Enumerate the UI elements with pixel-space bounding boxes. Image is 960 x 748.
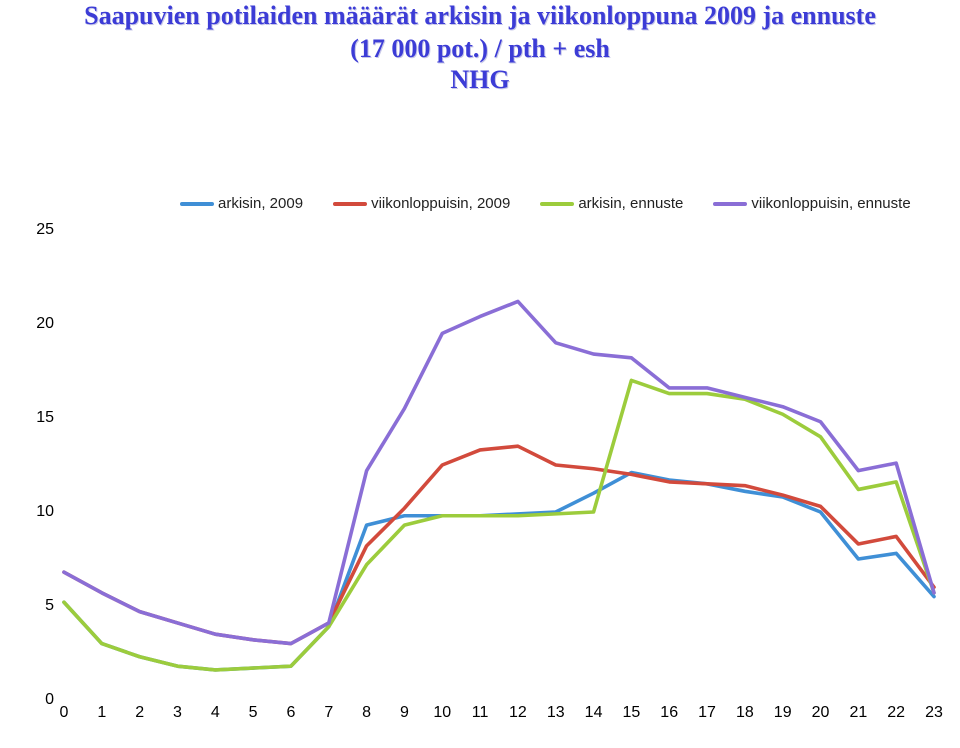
- x-tick: 1: [97, 704, 106, 722]
- x-tick: 22: [887, 704, 905, 722]
- x-tick: 2: [135, 704, 144, 722]
- x-tick: 13: [547, 704, 565, 722]
- series-line: [64, 301, 934, 643]
- legend-label-2: arkisin, ennuste: [578, 195, 683, 212]
- y-tick: 15: [36, 409, 54, 427]
- x-axis: 01234567891011121314151617181920212223: [64, 704, 934, 728]
- legend-swatch-1: [333, 202, 367, 206]
- title-block: Saapuvien potilaiden määärät arkisin ja …: [0, 0, 960, 95]
- x-tick: 23: [925, 704, 943, 722]
- y-tick: 25: [36, 221, 54, 239]
- title-line-2: (17 000 pot.) / pth + esh: [0, 33, 960, 66]
- title-line-1: Saapuvien potilaiden määärät arkisin ja …: [0, 0, 960, 33]
- legend-swatch-0: [180, 202, 214, 206]
- legend-item-3: viikonloppuisin, ennuste: [713, 195, 910, 212]
- x-tick: 19: [774, 704, 792, 722]
- title-line-3: NHG: [0, 65, 960, 95]
- x-tick: 18: [736, 704, 754, 722]
- x-tick: 17: [698, 704, 716, 722]
- x-tick: 5: [249, 704, 258, 722]
- x-tick: 12: [509, 704, 527, 722]
- x-tick: 14: [585, 704, 603, 722]
- x-tick: 9: [400, 704, 409, 722]
- legend-swatch-3: [713, 202, 747, 206]
- legend-label-3: viikonloppuisin, ennuste: [751, 195, 910, 212]
- x-tick: 10: [433, 704, 451, 722]
- legend: arkisin, 2009 viikonloppuisin, 2009 arki…: [180, 195, 900, 212]
- legend-item-2: arkisin, ennuste: [540, 195, 683, 212]
- y-axis: 0510152025: [20, 230, 60, 700]
- legend-swatch-2: [540, 202, 574, 206]
- x-tick: 20: [812, 704, 830, 722]
- page: Saapuvien potilaiden määärät arkisin ja …: [0, 0, 960, 748]
- legend-label-0: arkisin, 2009: [218, 195, 303, 212]
- y-tick: 20: [36, 315, 54, 333]
- x-tick: 0: [60, 704, 69, 722]
- series-line: [64, 446, 934, 643]
- x-tick: 15: [622, 704, 640, 722]
- x-tick: 6: [287, 704, 296, 722]
- x-tick: 4: [211, 704, 220, 722]
- plot-area: [64, 230, 934, 700]
- x-tick: 21: [849, 704, 867, 722]
- series-svg: [64, 230, 934, 700]
- legend-item-0: arkisin, 2009: [180, 195, 303, 212]
- x-tick: 11: [472, 704, 489, 722]
- x-tick: 8: [362, 704, 371, 722]
- x-tick: 3: [173, 704, 182, 722]
- x-tick: 7: [324, 704, 333, 722]
- x-tick: 16: [660, 704, 678, 722]
- y-tick: 0: [45, 691, 54, 709]
- chart: 0510152025 01234567891011121314151617181…: [20, 230, 940, 730]
- y-tick: 5: [45, 597, 54, 615]
- legend-label-1: viikonloppuisin, 2009: [371, 195, 510, 212]
- legend-item-1: viikonloppuisin, 2009: [333, 195, 510, 212]
- y-tick: 10: [36, 503, 54, 521]
